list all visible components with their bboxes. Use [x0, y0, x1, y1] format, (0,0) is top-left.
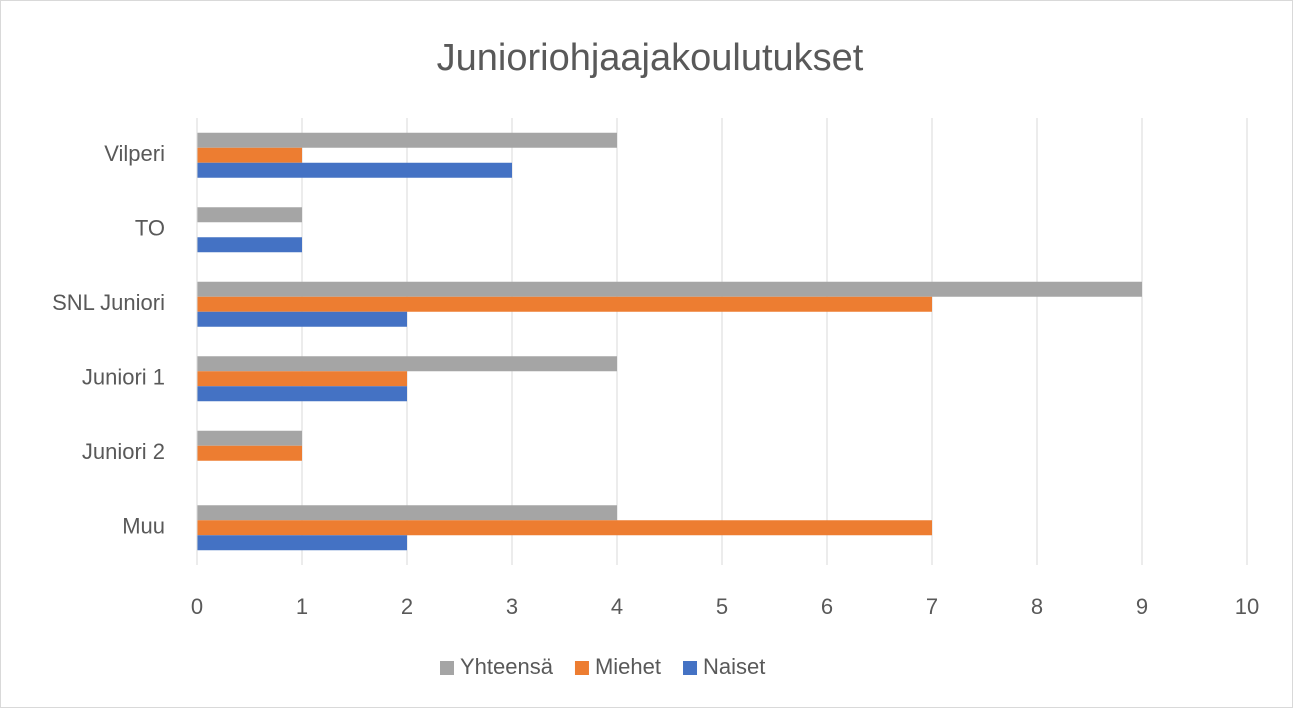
legend-swatch	[440, 661, 454, 675]
legend-swatch	[683, 661, 698, 675]
bar	[197, 162, 512, 178]
bar	[197, 296, 932, 312]
bar	[197, 356, 617, 372]
x-tick-label: 4	[611, 594, 623, 619]
x-tick-label: 7	[926, 594, 938, 619]
bar	[197, 207, 302, 223]
bar	[197, 520, 932, 536]
bar	[197, 505, 617, 521]
bar	[197, 535, 407, 551]
y-tick-label: SNL Juniori	[52, 290, 165, 315]
bar	[197, 371, 407, 387]
x-tick-label: 5	[716, 594, 728, 619]
x-tick-label: 9	[1136, 594, 1148, 619]
bar	[197, 445, 302, 461]
bar	[197, 147, 302, 163]
legend-label: Miehet	[595, 654, 661, 679]
bar	[197, 430, 302, 446]
x-tick-label: 0	[191, 594, 203, 619]
legend-label: Yhteensä	[460, 654, 554, 679]
y-tick-label: Vilperi	[104, 141, 165, 166]
bar	[197, 237, 302, 253]
legend-label: Naiset	[703, 654, 765, 679]
bar	[197, 281, 1142, 297]
y-tick-label: TO	[135, 216, 165, 241]
bar	[197, 386, 407, 402]
legend-swatch	[574, 661, 589, 675]
bar	[197, 311, 407, 327]
x-tick-label: 6	[821, 594, 833, 619]
y-tick-label: Muu	[122, 514, 165, 539]
x-tick-label: 10	[1235, 594, 1259, 619]
x-tick-label: 8	[1031, 594, 1043, 619]
bar	[197, 132, 617, 148]
x-tick-label: 1	[296, 594, 308, 619]
chart-title: Junioriohjaajakoulutukset	[437, 37, 864, 79]
x-tick-label: 2	[401, 594, 413, 619]
y-tick-label: Juniori 2	[82, 439, 165, 464]
y-tick-label: Juniori 1	[82, 365, 165, 390]
x-tick-label: 3	[506, 594, 518, 619]
